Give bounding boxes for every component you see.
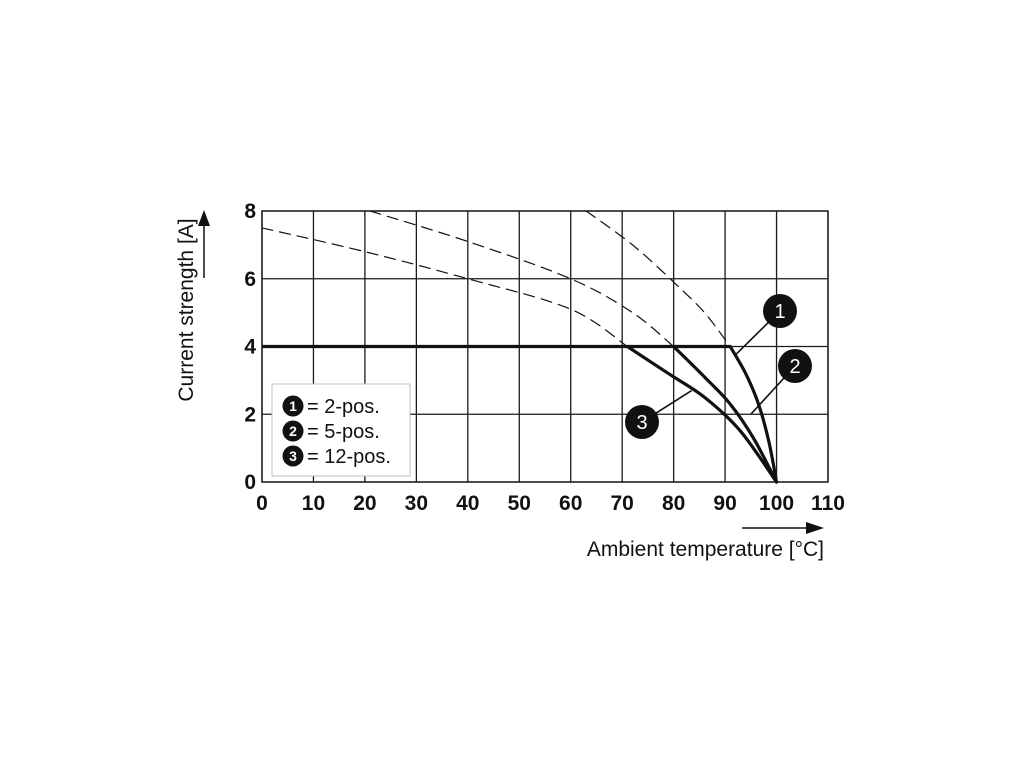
y-axis-label: Current strength [A]	[175, 218, 198, 401]
x-tick-label: 10	[302, 492, 325, 515]
callout-bubble-1	[763, 294, 797, 328]
y-arrow-head	[198, 210, 210, 226]
derating-curve-2	[672, 344, 779, 484]
dashed-curve-3	[261, 227, 628, 348]
x-tick-label: 40	[456, 492, 479, 515]
x-axis-arrow	[742, 522, 824, 534]
x-tick-label: 90	[713, 492, 736, 515]
callout-bubble-3	[625, 405, 659, 439]
tick-labels: 0 10 20 30 40 50 60 70 80 90 100 110 0 2 4 6 8	[244, 200, 845, 515]
legend-marker-1	[282, 395, 304, 417]
legend-marker-3	[282, 445, 304, 467]
callout-leader-2	[750, 377, 785, 415]
x-arrow-head	[806, 522, 824, 534]
series-callouts: 1 2 3	[625, 294, 812, 439]
x-axis-label: Ambient temperature [°C]	[587, 538, 824, 561]
y-tick-label: 2	[244, 403, 256, 426]
y-tick-label: 6	[244, 268, 256, 291]
x-tick-label: 30	[405, 492, 428, 515]
x-tick-label: 0	[256, 492, 268, 515]
x-tick-label: 20	[353, 492, 376, 515]
dashed-curve-5	[585, 210, 731, 348]
y-axis-arrow	[198, 210, 210, 278]
callout-number: 3	[636, 412, 647, 434]
derating-curve-3	[625, 344, 779, 484]
y-tick-label: 4	[244, 336, 256, 359]
x-tick-label: 70	[611, 492, 634, 515]
callout-number: 1	[774, 301, 785, 323]
x-tick-label: 60	[559, 492, 582, 515]
callout-number: 2	[789, 356, 800, 378]
dashed-curve-4	[369, 210, 675, 348]
callout-leader-1	[734, 321, 770, 356]
legend-marker-number: 1	[289, 398, 297, 414]
plot-grid	[261, 210, 829, 483]
legend-marker-number: 3	[289, 448, 297, 464]
callout-bubble-2	[778, 349, 812, 383]
x-tick-label: 100	[759, 492, 794, 515]
legend-entry-text: = 12-pos.	[307, 446, 391, 468]
x-tick-label: 50	[508, 492, 531, 515]
derating-curve-1	[728, 344, 779, 484]
plot-lines	[261, 210, 779, 484]
x-tick-label: 80	[662, 492, 685, 515]
legend-marker-2	[282, 420, 304, 442]
legend-marker-number: 2	[289, 423, 297, 439]
y-tick-label: 8	[244, 200, 256, 223]
x-tick-label: 110	[811, 492, 845, 515]
legend: 1 = 2-pos. 2 = 5-pos. 3 = 12-pos.	[271, 383, 411, 477]
axis-labels: Current strength [A] Ambient temperature…	[175, 210, 824, 561]
y-tick-label: 0	[244, 471, 256, 494]
legend-entry-text: = 5-pos.	[307, 421, 380, 443]
legend-entry-text: = 2-pos.	[307, 396, 380, 418]
callout-leader-3	[655, 389, 693, 415]
